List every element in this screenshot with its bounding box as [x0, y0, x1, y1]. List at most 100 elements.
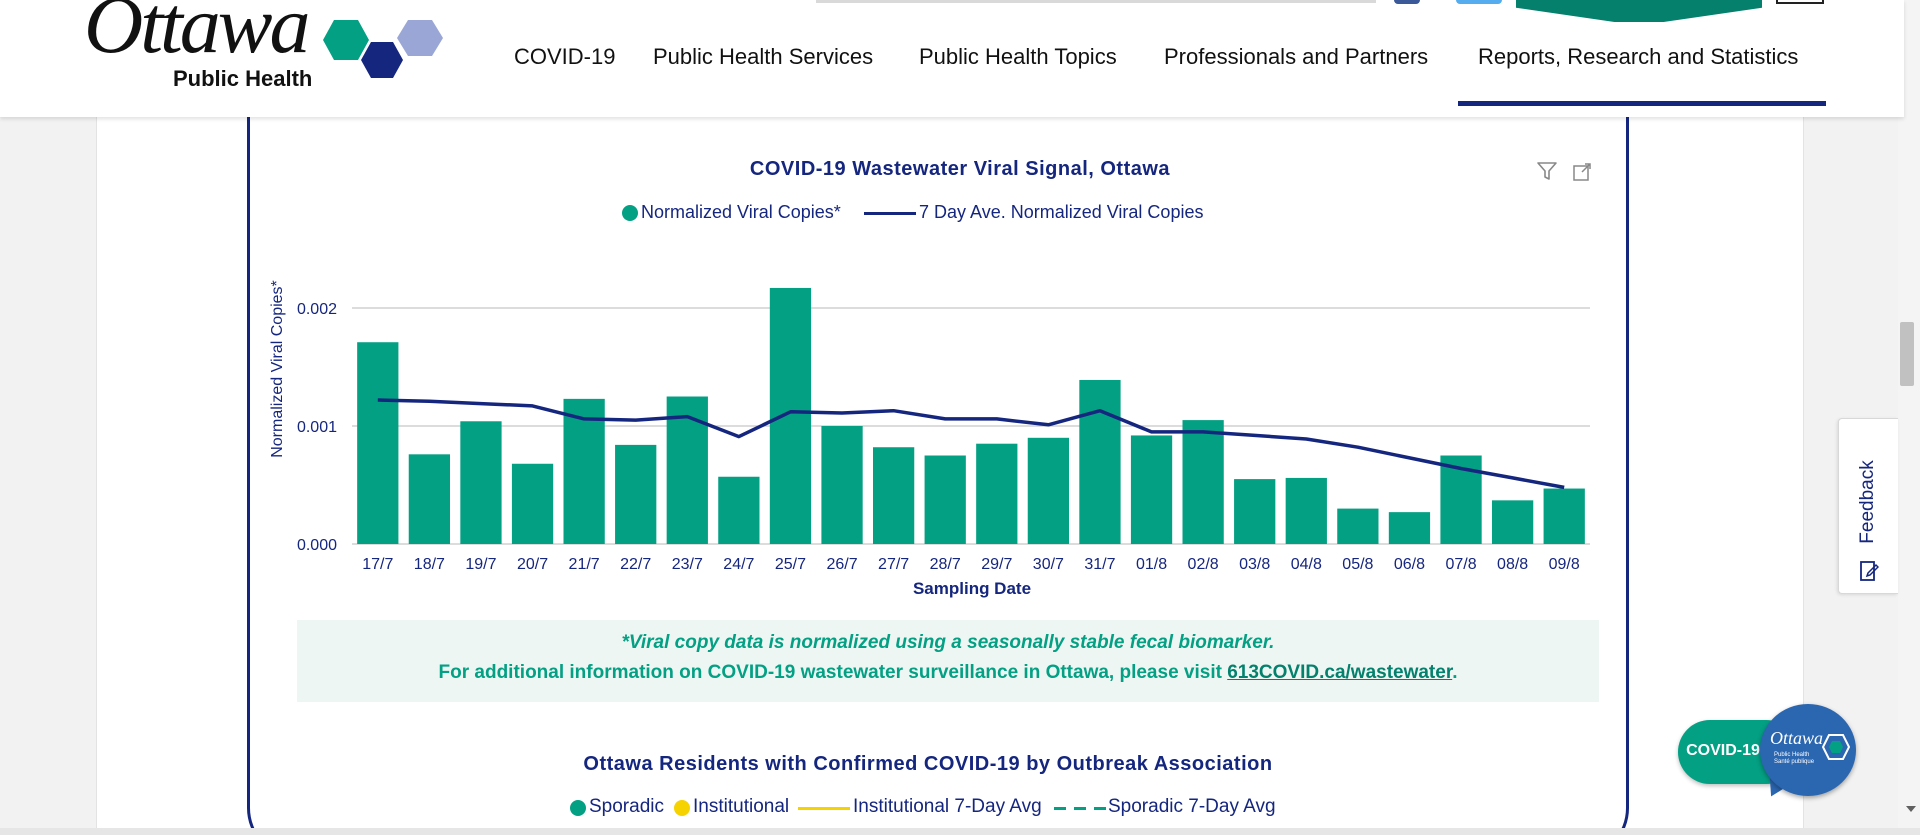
x-tick-label: 26/7 — [826, 556, 857, 573]
outbreak-chart-title: Ottawa Residents with Confirmed COVID-19… — [583, 753, 1273, 775]
bar[interactable] — [1543, 488, 1585, 544]
x-tick-label: 23/7 — [672, 556, 703, 573]
seven-day-average-line[interactable] — [377, 398, 1565, 490]
legend-line-label[interactable]: 7 Day Ave. Normalized Viral Copies — [919, 202, 1204, 222]
bar[interactable] — [976, 443, 1018, 544]
legend-line-marker[interactable] — [864, 212, 916, 215]
bar[interactable] — [1285, 477, 1327, 544]
nav-public-health-services[interactable]: Public Health Services — [653, 44, 874, 69]
legend-institutional-marker[interactable] — [674, 800, 690, 816]
legend-bar-marker[interactable] — [622, 205, 638, 221]
bar[interactable] — [924, 455, 966, 545]
bar[interactable] — [718, 476, 760, 544]
y-axis-title: Normalized Viral Copies* — [269, 280, 286, 458]
nav-reports-research-statistics[interactable]: Reports, Research and Statistics — [1478, 44, 1799, 69]
hexagon-navy-icon — [361, 42, 403, 78]
bar[interactable] — [1388, 512, 1431, 544]
bar[interactable] — [1027, 437, 1070, 544]
covid-banner-tab[interactable] — [1516, 0, 1762, 22]
ottawa-public-health-logo[interactable]: Ottawa Public Health — [84, 0, 444, 95]
bar[interactable] — [769, 287, 812, 544]
x-tick-label: 02/8 — [1188, 556, 1219, 573]
expand-icon[interactable] — [1572, 162, 1592, 182]
x-tick-label: 06/8 — [1394, 556, 1425, 573]
bar[interactable] — [872, 447, 915, 544]
twitter-icon[interactable] — [1456, 0, 1502, 4]
legend-bar-label[interactable]: Normalized Viral Copies* — [641, 202, 841, 222]
feedback-icon — [1860, 561, 1879, 581]
bar[interactable] — [408, 454, 451, 544]
covid-19-badge-label: COVID-19 — [1686, 742, 1760, 759]
y-tick-label: 0.000 — [297, 537, 337, 554]
bar[interactable] — [1491, 500, 1534, 544]
bar[interactable] — [1234, 479, 1276, 544]
bar[interactable] — [511, 463, 554, 544]
legend-institutional-avg-marker[interactable] — [798, 807, 850, 810]
hexagon-lavender-icon — [397, 20, 443, 56]
language-toggle[interactable] — [1776, 0, 1824, 4]
horizontal-scrollbar[interactable] — [0, 828, 1920, 835]
scrollbar-track[interactable] — [1898, 0, 1920, 835]
more-info-suffix: . — [1452, 662, 1458, 683]
legend-institutional-label[interactable]: Institutional — [693, 796, 790, 817]
x-tick-label: 28/7 — [930, 556, 961, 573]
legend-sporadic-marker[interactable] — [570, 800, 586, 816]
wastewater-link[interactable]: 613COVID.ca/wastewater — [1227, 662, 1453, 683]
nav-professionals-and-partners[interactable]: Professionals and Partners — [1164, 44, 1429, 69]
bar[interactable] — [1337, 508, 1379, 544]
x-tick-label: 30/7 — [1033, 556, 1064, 573]
bubble-logo-word: Ottawa — [1770, 728, 1824, 748]
x-tick-label: 03/8 — [1239, 556, 1270, 573]
x-tick-label: 29/7 — [981, 556, 1012, 573]
legend-sporadic-avg-marker[interactable] — [1054, 807, 1106, 810]
x-tick-label: 17/7 — [362, 556, 393, 573]
chart-note-box: *Viral copy data is normalized using a s… — [297, 620, 1599, 702]
legend-sporadic-label[interactable]: Sporadic — [589, 796, 664, 817]
y-tick-label: 0.001 — [297, 419, 337, 436]
feedback-tab[interactable]: Feedback — [1838, 418, 1898, 594]
x-tick-label: 19/7 — [465, 556, 496, 573]
x-tick-label: 01/8 — [1136, 556, 1167, 573]
bar[interactable] — [615, 444, 657, 544]
x-tick-label: 25/7 — [775, 556, 806, 573]
legend-sporadic-avg-label[interactable]: Sporadic 7-Day Avg — [1108, 796, 1276, 817]
covid-chat-bubble[interactable]: Ottawa Public Health Santé publique — [1760, 704, 1856, 796]
bar[interactable] — [1182, 420, 1224, 544]
bar[interactable] — [1079, 379, 1121, 544]
x-tick-label: 24/7 — [723, 556, 754, 573]
bar[interactable] — [460, 421, 502, 544]
bubble-hexagon-icon — [1822, 734, 1850, 760]
bubble-logo-subtitle: Public Health Santé publique — [1774, 752, 1814, 766]
more-info-text: For additional information on COVID-19 w… — [438, 662, 1228, 683]
x-tick-label: 31/7 — [1084, 556, 1115, 573]
bar[interactable] — [1130, 435, 1173, 544]
chart-title: COVID-19 Wastewater Viral Signal, Ottawa — [749, 158, 1171, 180]
legend-institutional-avg-label[interactable]: Institutional 7-Day Avg — [853, 796, 1042, 817]
nav-public-health-topics[interactable]: Public Health Topics — [919, 44, 1117, 69]
x-tick-label: 22/7 — [620, 556, 651, 573]
x-tick-label: 07/8 — [1445, 556, 1476, 573]
y-tick-label: 0.002 — [297, 301, 337, 318]
scrollbar-thumb[interactable] — [1900, 322, 1914, 386]
facebook-icon[interactable] — [1394, 0, 1420, 4]
x-tick-label: 20/7 — [517, 556, 548, 573]
nav-active-indicator — [1458, 101, 1826, 106]
filter-icon[interactable] — [1536, 160, 1558, 182]
nav-covid-19[interactable]: COVID-19 — [514, 44, 616, 69]
hexagon-green-icon — [323, 20, 369, 60]
bar[interactable] — [357, 342, 399, 544]
bar[interactable] — [563, 398, 605, 544]
logo-wordmark: Ottawa — [84, 0, 310, 70]
normalization-note: *Viral copy data is normalized using a s… — [621, 632, 1275, 653]
scroll-down-arrow-icon[interactable] — [1906, 806, 1916, 812]
x-tick-label: 21/7 — [569, 556, 600, 573]
more-info-note: For additional information on COVID-19 w… — [297, 662, 1599, 684]
bubble-sub-fr: Santé publique — [1774, 759, 1815, 765]
search-bar-edge[interactable] — [816, 0, 1376, 3]
bar[interactable] — [821, 426, 863, 544]
logo-subtitle: Public Health — [173, 66, 313, 91]
x-tick-label: 08/8 — [1497, 556, 1528, 573]
x-tick-label: 04/8 — [1291, 556, 1322, 573]
x-tick-label: 18/7 — [414, 556, 445, 573]
